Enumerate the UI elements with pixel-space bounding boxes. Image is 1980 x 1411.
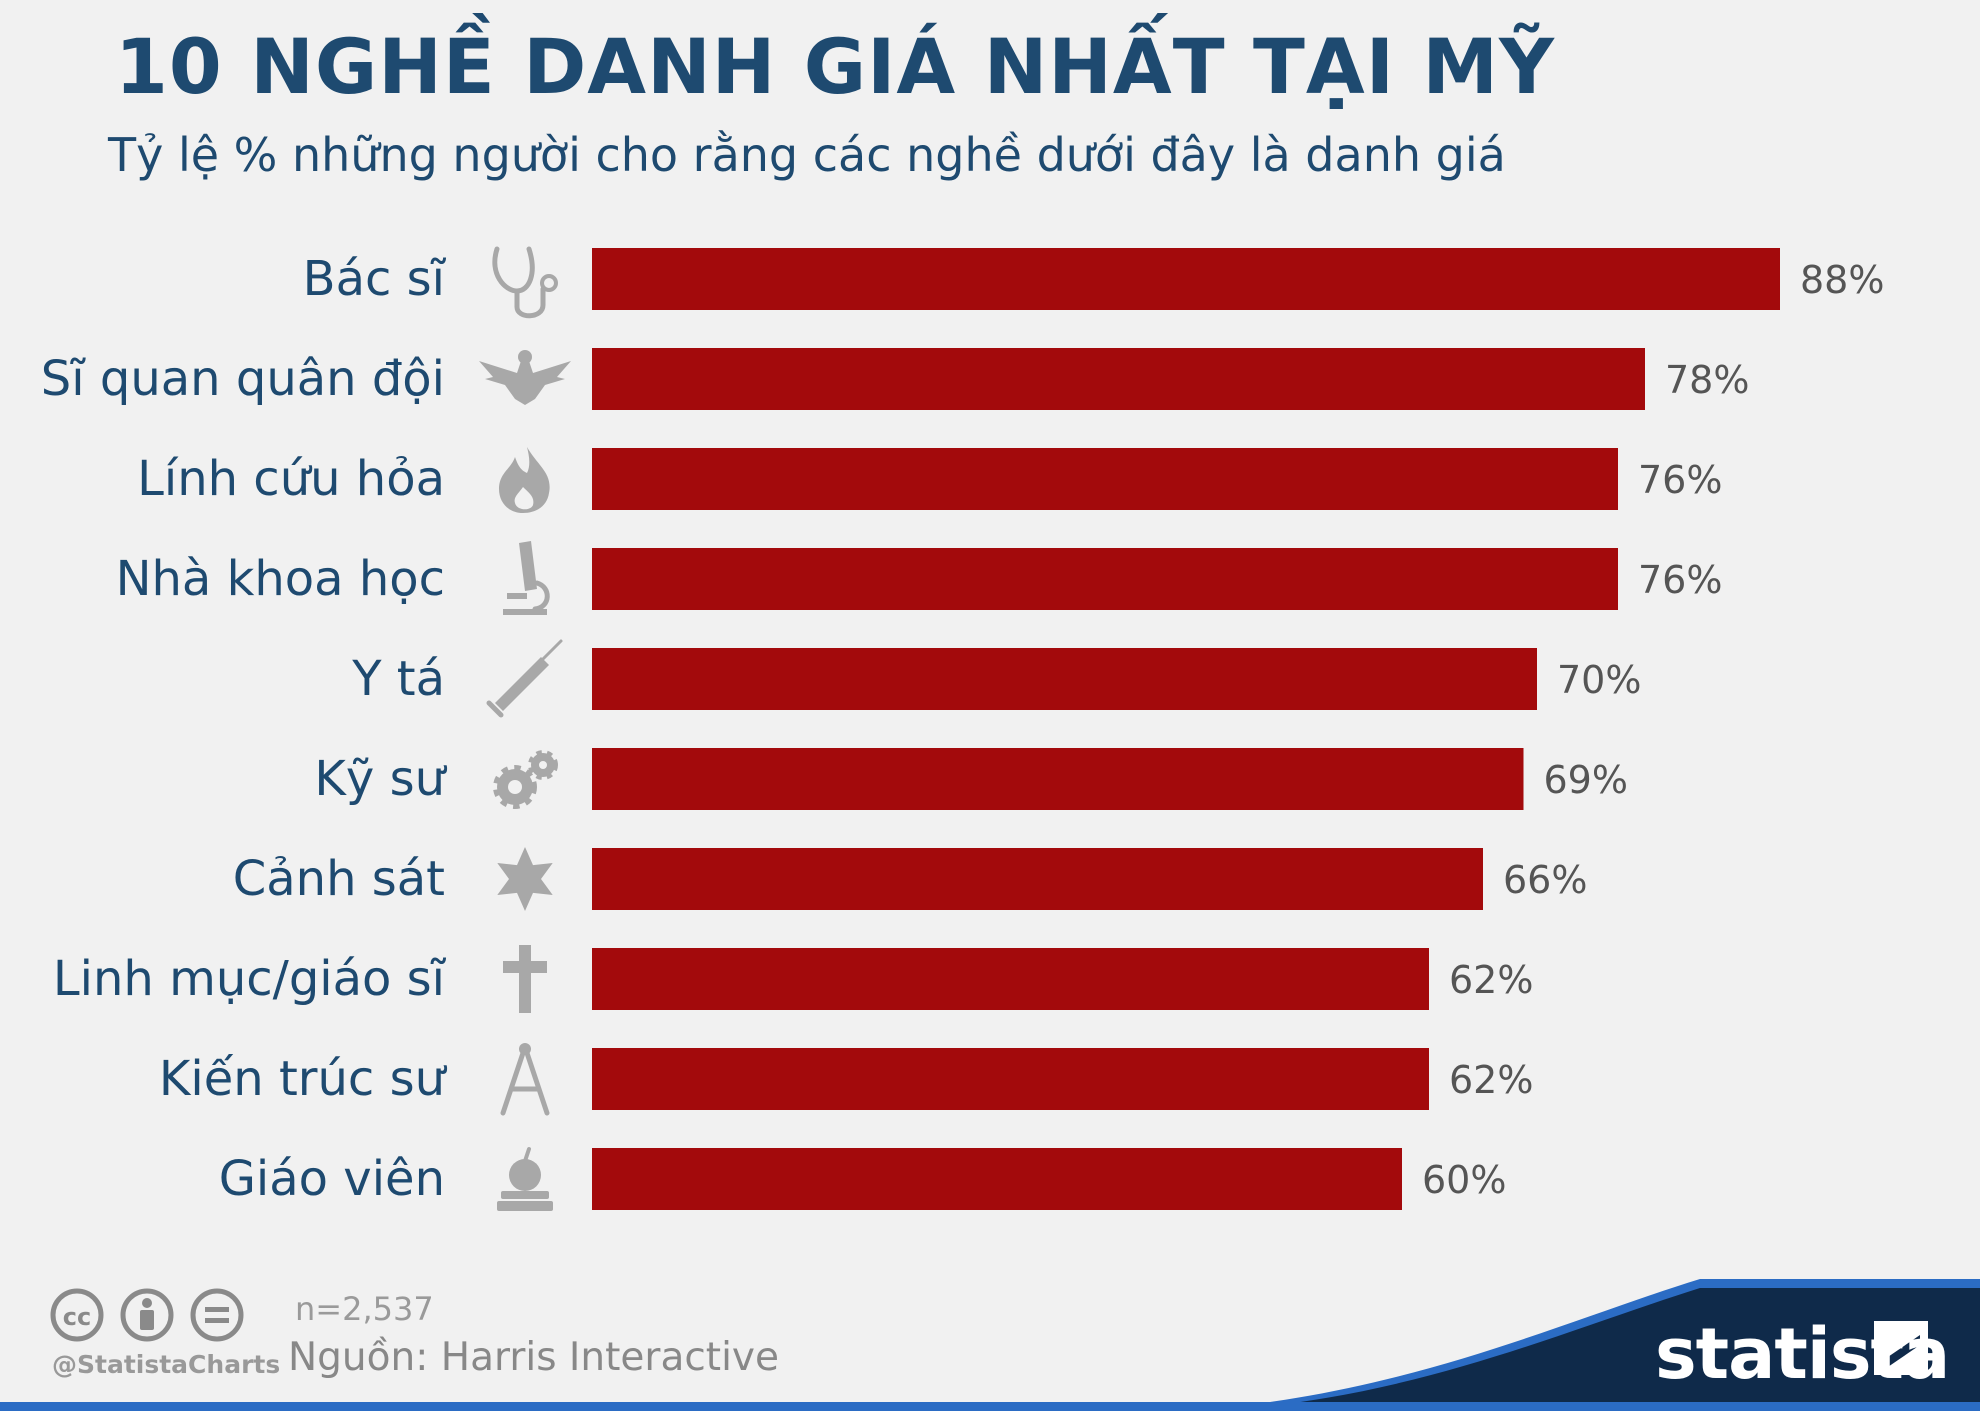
cc-license-icons[interactable]: cc [50,1285,250,1345]
cross-icon [503,945,547,1013]
syringe-icon [486,639,563,718]
category-label: Kỹ sư [314,751,447,807]
category-label: Nhà khoa học [116,551,445,607]
sample-size: n=2,537 [295,1290,434,1328]
value-label: 78% [1665,358,1749,402]
category-label: Cảnh sát [233,851,445,907]
bar [592,548,1618,610]
value-label: 62% [1449,958,1533,1002]
category-label: Y tá [351,651,445,707]
sheriff-star-icon [497,847,553,911]
bar [592,948,1429,1010]
value-label: 88% [1800,258,1884,302]
bar [592,848,1483,910]
bar [592,1148,1402,1210]
chart-title: 10 NGHỀ DANH GIÁ NHẤT TẠI MỸ [115,22,1556,111]
no-derivatives-icon [190,1288,244,1342]
attribution-icon [120,1288,174,1342]
flame-icon [499,447,550,513]
source-note: Nguồn: Harris Interactive [288,1335,780,1380]
category-label: Sĩ quan quân đội [41,351,445,407]
bar [592,648,1537,710]
value-label: 60% [1422,1158,1506,1202]
bar-chart: Bác sĩ 88% Sĩ quan quân đội 78% Lính cứu hỏa… [41,246,1884,1211]
value-label: 76% [1638,458,1722,502]
microscope-icon [503,541,550,615]
category-label: Lính cứu hỏa [137,451,445,507]
bar [592,348,1645,410]
value-label: 69% [1544,758,1628,802]
category-label: Kiến trúc sư [159,1051,448,1107]
statista-logo-icon [1874,1321,1928,1375]
value-label: 76% [1638,558,1722,602]
bar [592,248,1780,310]
value-label: 62% [1449,1058,1533,1102]
bar [592,448,1618,510]
stethoscope-icon [492,246,558,319]
statista-brand[interactable]: statista [1655,1313,1950,1395]
gears-icon [493,750,558,809]
eagle-insignia-icon [479,350,571,405]
value-label: 66% [1503,858,1587,902]
bars-group: Bác sĩ 88% Sĩ quan quân đội 78% Lính cứu hỏa… [41,246,1884,1211]
category-label: Bác sĩ [303,251,447,307]
category-label: Giáo viên [219,1151,445,1207]
statista-charts-handle[interactable]: @StatistaCharts [52,1350,281,1379]
chart-subtitle: Tỷ lệ % những người cho rằng các nghề dư… [108,128,1506,182]
category-label: Linh mục/giáo sĩ [53,951,447,1007]
value-label: 70% [1557,658,1641,702]
svg-text:cc: cc [63,1303,91,1331]
bar [592,1048,1429,1110]
compass-icon [500,1043,550,1116]
cc-icon: cc [50,1288,104,1342]
apple-books-icon [497,1147,553,1211]
bar [592,748,1524,810]
